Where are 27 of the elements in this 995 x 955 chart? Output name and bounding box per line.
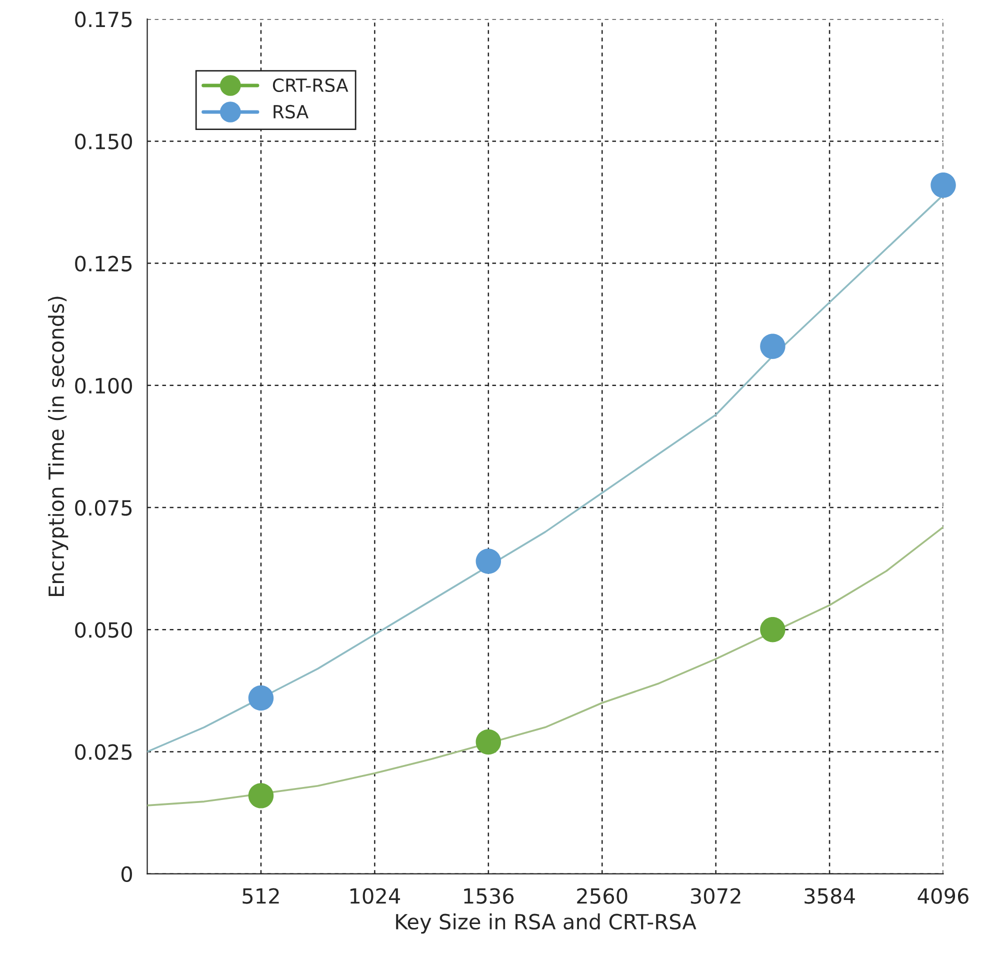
legend-label: CRT-RSA: [272, 78, 348, 92]
y-tick-label: 0: [121, 866, 132, 882]
x-tick-label: 3584: [804, 888, 855, 904]
x-tick-label: 4096: [918, 888, 968, 904]
y-tick-label: 0.150: [75, 134, 132, 150]
x-tick-label: 1024: [350, 888, 400, 904]
y-tick-label: 0.125: [75, 256, 132, 272]
point: [248, 685, 274, 711]
x-axis-title: Key Size in RSA and CRT-RSA: [396, 913, 696, 934]
point: [930, 172, 956, 198]
x-tick-label: 1536: [464, 888, 514, 904]
point: [760, 617, 786, 642]
y-tick-label: 0.050: [75, 622, 132, 638]
point: [476, 548, 502, 574]
line-series: [147, 526, 944, 806]
y-tick-label: 0.075: [75, 500, 132, 516]
point: [476, 729, 502, 755]
x-tick-label: 2560: [577, 888, 628, 904]
y-axis-title: Encryption Time (in seconds): [48, 296, 68, 596]
y-tick-label: 0.100: [75, 378, 132, 394]
x-tick-label: 512: [242, 888, 279, 904]
point: [248, 783, 274, 808]
y-tick-label: 0.175: [75, 12, 132, 28]
legend-label: RSA: [274, 104, 308, 119]
point: [760, 334, 786, 359]
y-tick-label: 0.025: [75, 744, 132, 760]
x-tick-label: 3072: [690, 888, 740, 904]
